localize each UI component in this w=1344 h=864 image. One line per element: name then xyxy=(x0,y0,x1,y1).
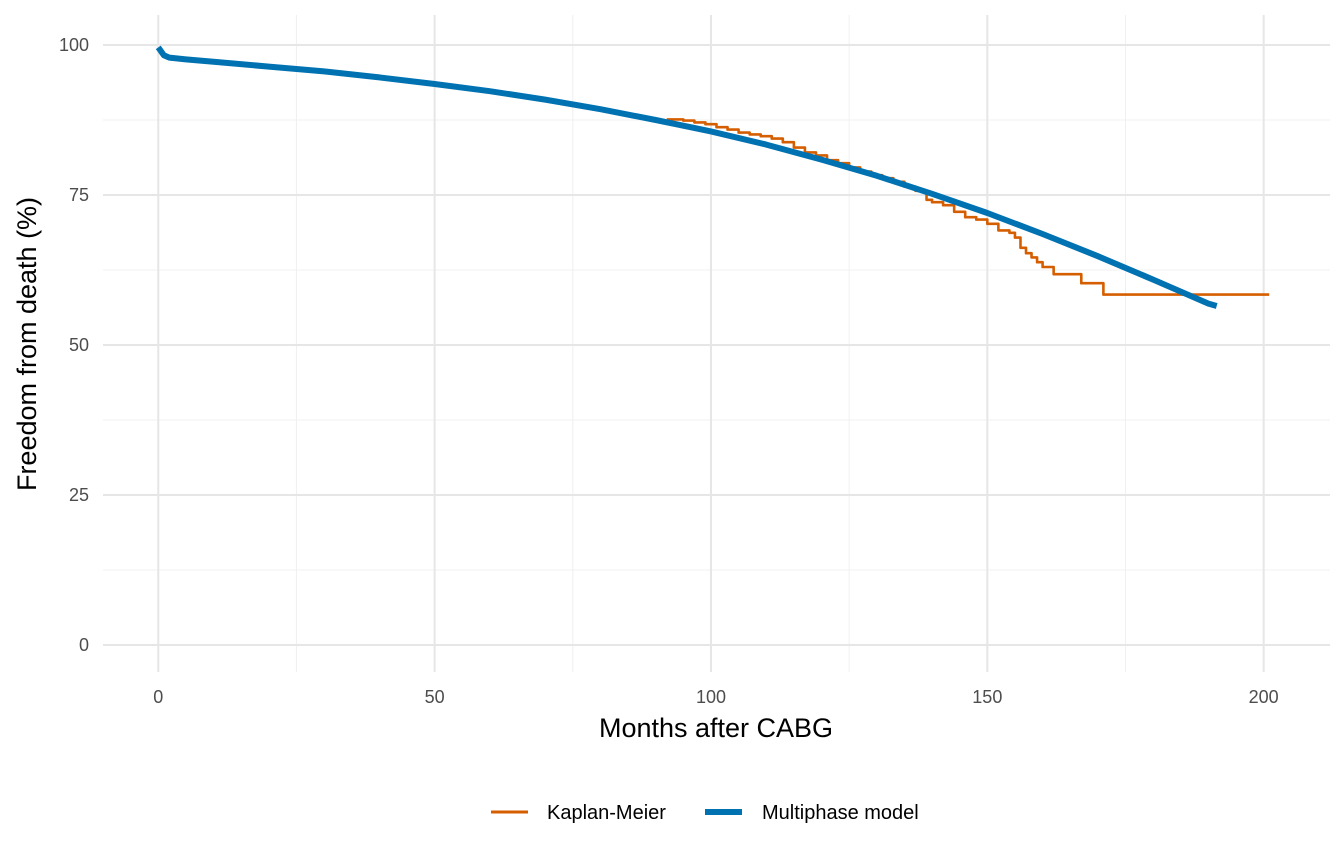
x-tick-labels: 0 50 100 150 200 xyxy=(153,687,1278,707)
y-tick-labels: 0 25 50 75 100 xyxy=(59,35,89,655)
x-tick-label: 0 xyxy=(153,687,163,707)
minor-grid xyxy=(103,15,1330,672)
legend: Kaplan-Meier Multiphase model xyxy=(491,802,919,824)
y-tick-label: 75 xyxy=(69,185,89,205)
y-tick-label: 0 xyxy=(79,635,89,655)
x-tick-label: 100 xyxy=(696,687,726,707)
legend-label-multiphase-model: Multiphase model xyxy=(762,802,919,824)
series-line-multiphase-model xyxy=(155,45,1218,309)
y-axis-title: Freedom from death (%) xyxy=(12,197,42,491)
legend-label-kaplan-meier: Kaplan-Meier xyxy=(547,802,666,824)
y-tick-label: 25 xyxy=(69,485,89,505)
series-lines xyxy=(155,45,1270,309)
x-tick-label: 150 xyxy=(972,687,1002,707)
y-tick-label: 100 xyxy=(59,35,89,55)
x-tick-label: 50 xyxy=(425,687,445,707)
y-tick-label: 50 xyxy=(69,335,89,355)
x-tick-label: 200 xyxy=(1249,687,1279,707)
major-grid xyxy=(103,15,1330,672)
x-axis-title: Months after CABG xyxy=(599,713,833,743)
